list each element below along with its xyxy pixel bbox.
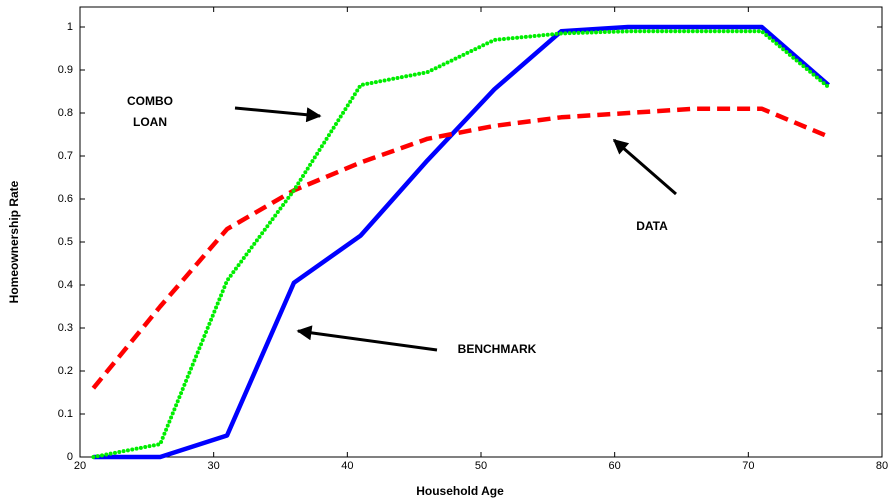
annotation-arrow xyxy=(234,106,322,123)
y-tick-label: 0.3 xyxy=(58,322,73,334)
y-tick-label: 0.9 xyxy=(58,64,73,76)
y-tick-label: 0.4 xyxy=(58,279,73,291)
y-tick-label: 0.6 xyxy=(58,193,73,205)
series-line xyxy=(91,29,831,459)
series-line xyxy=(93,24,831,460)
series-line xyxy=(91,106,830,390)
annotation: LOAN xyxy=(133,115,167,129)
y-tick-label: 1 xyxy=(67,21,73,33)
x-tick-label: 40 xyxy=(341,460,353,472)
plot-frame xyxy=(79,6,883,458)
x-tick-label: 80 xyxy=(876,460,888,472)
y-tick-label: 0 xyxy=(67,451,73,463)
x-tick-label: 70 xyxy=(742,460,754,472)
annotation: BENCHMARK xyxy=(458,342,537,356)
y-tick-label: 0.2 xyxy=(58,365,73,377)
y-tick-label: 0.8 xyxy=(58,107,73,119)
annotation-arrow xyxy=(296,325,438,352)
x-tick-label: 30 xyxy=(208,460,220,472)
y-tick-label: 0.5 xyxy=(58,236,73,248)
annotation-arrow xyxy=(612,138,677,196)
x-axis-label: Household Age xyxy=(416,484,504,498)
x-tick-label: 60 xyxy=(609,460,621,472)
x-tick-label: 50 xyxy=(475,460,487,472)
y-axis-label: Homeownership Rate xyxy=(7,180,21,303)
y-tick-label: 0.7 xyxy=(58,150,73,162)
annotation: COMBO xyxy=(127,94,173,108)
annotation: DATA xyxy=(636,219,668,233)
x-tick-label: 20 xyxy=(74,460,86,472)
y-tick-label: 0.1 xyxy=(58,408,73,420)
